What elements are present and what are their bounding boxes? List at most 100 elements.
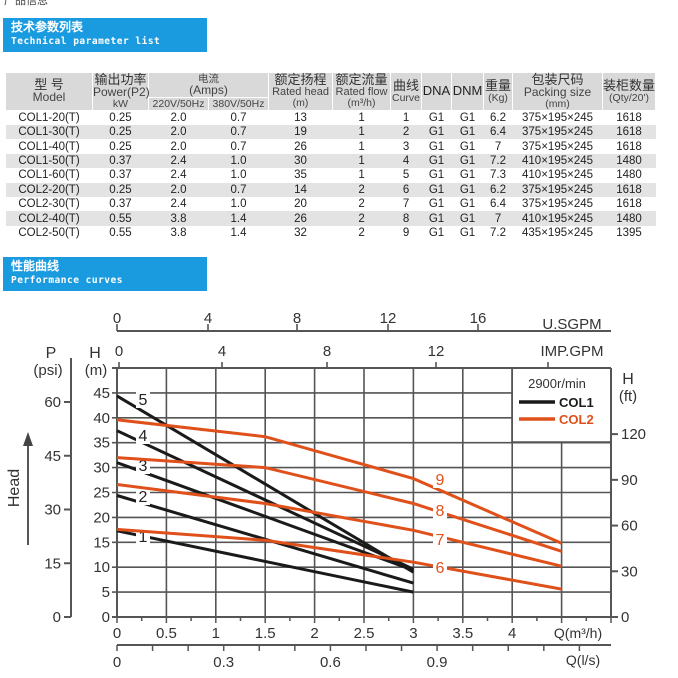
table-cell: 2.4 <box>170 198 187 211</box>
table-cell: 375×195×245 <box>522 140 594 153</box>
page-breadcrumb: 产品信息 <box>4 0 48 7</box>
y-tick-label-m: 25 <box>93 485 110 502</box>
y-tick-label-m: 35 <box>93 435 110 452</box>
section-banner-curves: 性能曲线 Performance curves <box>3 257 207 291</box>
table-cell: 7 <box>494 140 502 153</box>
legend-speed: 2900r/min <box>528 376 586 391</box>
x-tick-label: 0.5 <box>156 625 177 642</box>
header-curve: 曲线 Curve <box>390 72 423 111</box>
x-tick-label: 4 <box>508 625 516 642</box>
table-cell: G1 <box>428 198 445 211</box>
x-tick-label: 1 <box>212 625 220 642</box>
table-cell: 35 <box>294 169 307 182</box>
psi-tick-label: 60 <box>44 394 61 411</box>
table-cell: 6.2 <box>483 182 513 197</box>
header-head: 额定扬程 Rated head (m) <box>268 72 334 111</box>
table-cell: 1 <box>332 153 391 169</box>
header-amps: 电流 (Amps) <box>147 72 270 98</box>
table-cell: COL1-60(T) <box>18 169 80 182</box>
table-cell: 1.0 <box>230 169 247 182</box>
table-cell: 375×195×245 <box>512 125 603 140</box>
curve-8 <box>116 456 563 553</box>
table-cell: 1618 <box>602 182 656 197</box>
curve-label-bg <box>136 427 150 444</box>
table-row: COL2-50(T) 0.55 3.8 1.4 32 2 9 G1 G1 7.2 435×195×2… <box>6 226 656 240</box>
table-cell: 410×195×245 <box>522 169 594 182</box>
table-cell: 30 <box>268 153 333 169</box>
table-cell: 1618 <box>602 125 656 140</box>
table-cell: G1 <box>459 169 476 182</box>
y-axis-label-m: H <box>89 345 101 362</box>
y-tick-label-m: 20 <box>93 509 110 526</box>
table-cell: 1.0 <box>208 153 269 169</box>
x-axis-label: Q(m³/h) <box>554 625 602 641</box>
header-model: 型 号 Model <box>5 72 93 111</box>
x2-tick-label: 0 <box>113 654 121 671</box>
curve-label-bg <box>433 531 447 548</box>
legend-label-col1: COL1 <box>559 395 594 410</box>
y-tick-label-m: 15 <box>93 534 110 551</box>
table-cell: 3 <box>402 140 410 153</box>
table-cell: 0.37 <box>92 153 149 169</box>
table-cell: 1618 <box>616 198 642 211</box>
table-cell: 2 <box>332 211 391 226</box>
table-cell: 2.0 <box>148 182 209 197</box>
table-cell: G1 <box>428 140 445 153</box>
curve-7 <box>116 483 562 568</box>
top-axis-label-usgpm: U.SGPM <box>542 316 601 333</box>
table-cell: 2.4 <box>170 169 187 182</box>
table-cell: 435×195×245 <box>522 226 594 239</box>
table-cell: COL1-40(T) <box>18 140 80 153</box>
table-row: COL1-50(T) 0.37 2.4 1.0 30 1 4 G1 G1 7.2 410×195×2… <box>5 153 656 169</box>
table-cell: 2.4 <box>148 153 209 169</box>
table-cell: COL1-20(T) <box>18 112 80 124</box>
x-tick-label: 2.5 <box>354 625 375 642</box>
table-cell: 375×195×245 <box>522 198 594 211</box>
table-cell: 410×195×245 <box>512 211 603 226</box>
table-cell: COL1-50(T) <box>5 153 93 169</box>
table-cell: 2 <box>390 125 422 140</box>
table-cell: 1480 <box>602 153 656 169</box>
table-cell: 1.4 <box>230 226 247 239</box>
table-cell: 2.0 <box>170 112 187 124</box>
y-axis-unit-psi: (psi) <box>33 362 62 379</box>
x2-tick-label: 0.3 <box>213 654 234 671</box>
table-cell: 6 <box>390 182 422 197</box>
header-power: 输出功率 Power(P2) kW <box>92 71 150 111</box>
curve-label-bg <box>433 559 447 576</box>
table-cell: COL2-20(T) <box>5 182 93 197</box>
table-cell: 0.37 <box>109 198 132 211</box>
table-cell: COL1-30(T) <box>5 125 93 140</box>
curve-label-1: 1 <box>139 529 148 546</box>
table-cell: G1 <box>428 112 445 124</box>
table-cell: G1 <box>451 211 484 226</box>
table-cell: G1 <box>428 226 445 239</box>
table-cell: G1 <box>421 182 452 197</box>
table-row: COL1-40(T) 0.25 2.0 0.7 26 1 3 G1 G1 7 375×195×245… <box>6 139 656 153</box>
y-axis-unit-m: (m) <box>85 362 108 379</box>
ft-tick-label: 30 <box>621 563 638 580</box>
table-cell: 1480 <box>616 169 642 182</box>
table-cell: 3.8 <box>148 211 209 226</box>
curve-label-bg <box>136 488 150 505</box>
curve-label-7: 7 <box>436 532 445 549</box>
x-tick-label: 1.5 <box>255 625 276 642</box>
x-tick-label: 2 <box>310 625 318 642</box>
table-cell: COL2-50(T) <box>18 226 80 239</box>
y-tick-label-m: 30 <box>93 460 110 477</box>
header-weight: 重量 (Kg) <box>483 72 514 111</box>
table-cell: 6.4 <box>490 198 507 211</box>
parameter-table: 型 号 Model 输出功率 Power(P2) kW 电流 (Amps) 额定扬程 Ra… <box>5 71 657 240</box>
table-cell: G1 <box>451 182 484 197</box>
psi-tick-label: 15 <box>44 555 61 572</box>
y-axis-label-ft: H <box>622 371 634 388</box>
table-cell: 1 <box>402 112 410 124</box>
top-tick-label-impgpm: 4 <box>218 343 226 360</box>
table-cell: G1 <box>459 226 476 239</box>
curve-label-2: 2 <box>139 489 148 506</box>
top-tick-label-impgpm: 8 <box>323 343 331 360</box>
y-tick-label-m: 45 <box>93 385 110 402</box>
curve-label-6: 6 <box>436 560 445 577</box>
table-cell: G1 <box>421 153 452 169</box>
